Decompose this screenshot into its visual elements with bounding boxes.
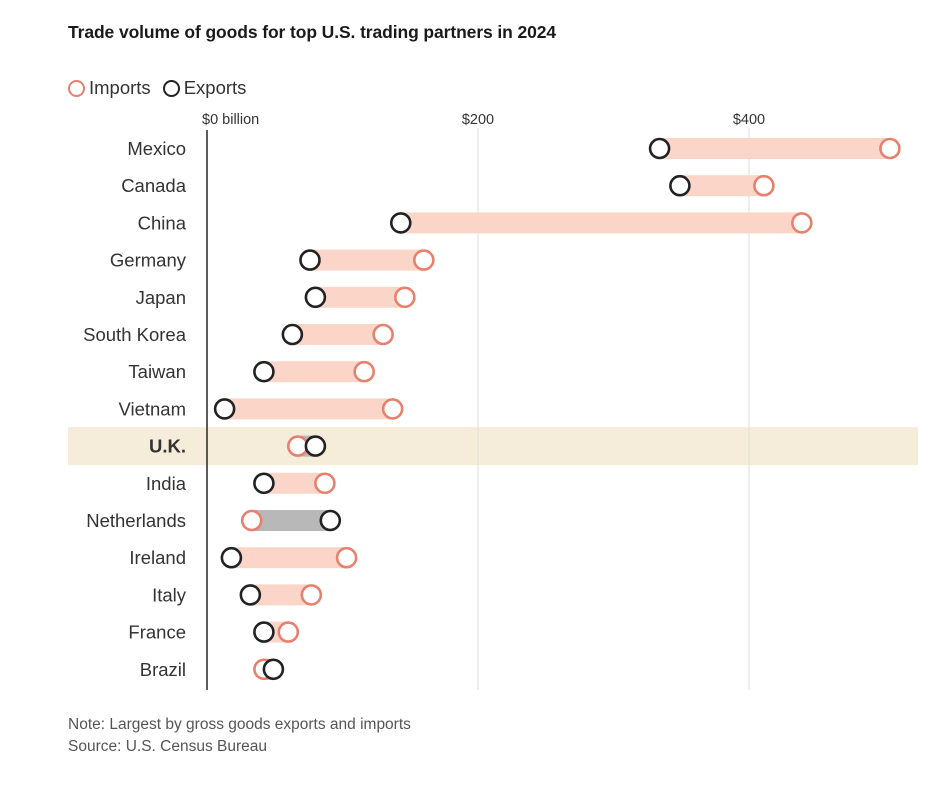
legend: Imports Exports	[68, 75, 258, 101]
imports-point	[394, 286, 416, 309]
exports-point	[389, 212, 412, 234]
category-label: France	[128, 622, 186, 643]
legend-label-exports: Exports	[183, 77, 247, 98]
range-bar	[224, 398, 393, 420]
category-label: Germany	[110, 250, 187, 271]
category-label: Ireland	[129, 547, 186, 568]
exports-point	[253, 621, 275, 643]
category-label: Brazil	[140, 659, 186, 680]
imports-point	[300, 584, 323, 606]
range-bar	[309, 249, 424, 271]
category-label: Italy	[152, 584, 187, 605]
imports-point	[412, 249, 435, 271]
exports-point	[262, 658, 285, 681]
legend-item-imports: Imports	[68, 77, 151, 99]
exports-point	[648, 137, 671, 160]
range-bar	[679, 175, 764, 197]
exports-circle-icon	[162, 79, 180, 97]
x-tick-label: $200	[462, 112, 494, 128]
exports-point	[319, 509, 342, 532]
imports-circle-icon	[68, 79, 85, 97]
range-bar	[292, 324, 384, 345]
imports-point	[381, 398, 404, 420]
range-bar	[315, 286, 405, 308]
category-label: Japan	[136, 287, 186, 308]
source-text: Source: U.S. Census Bureau	[68, 738, 268, 755]
imports-point	[753, 174, 775, 197]
category-label: U.K.	[149, 436, 186, 457]
exports-point	[253, 472, 275, 495]
category-label: Canada	[121, 175, 187, 196]
range-bar	[263, 361, 365, 383]
imports-point	[314, 472, 336, 495]
note-text: Note: Largest by gross goods exports and…	[68, 716, 411, 733]
range-bar	[263, 472, 325, 494]
imports-point	[353, 360, 375, 383]
category-label: Netherlands	[86, 510, 186, 531]
exports-point	[669, 174, 691, 197]
exports-point	[213, 398, 236, 420]
exports-point	[304, 286, 327, 309]
exports-point	[220, 546, 243, 569]
category-label: Vietnam	[118, 398, 186, 419]
footnote: Note: Largest by gross goods exports and…	[68, 714, 411, 758]
category-label: South Korea	[83, 324, 187, 345]
imports-point	[879, 137, 901, 160]
exports-point	[304, 435, 327, 457]
legend-label-imports: Imports	[89, 77, 151, 98]
x-tick-label: $0 billion	[202, 112, 259, 128]
imports-point	[286, 435, 309, 457]
range-bar	[251, 510, 331, 531]
imports-point	[335, 546, 358, 569]
imports-point	[240, 509, 263, 532]
range-bar	[250, 584, 312, 606]
legend-item-exports: Exports	[162, 77, 247, 99]
imports-point	[277, 621, 300, 643]
imports-point	[372, 323, 394, 346]
exports-point	[253, 360, 275, 383]
highlight-row-band	[68, 427, 918, 466]
imports-point	[791, 212, 813, 234]
exports-point	[299, 249, 321, 271]
range-bar	[400, 212, 802, 234]
range-bar	[231, 547, 347, 569]
category-label: Mexico	[127, 138, 186, 159]
category-label: China	[138, 212, 187, 233]
range-bar	[659, 138, 890, 159]
category-label: India	[146, 473, 187, 494]
exports-point	[281, 323, 304, 346]
category-label: Taiwan	[128, 361, 186, 382]
chart-title: Trade volume of goods for top U.S. tradi…	[68, 22, 557, 42]
exports-point	[239, 584, 262, 606]
x-tick-label: $400	[733, 112, 765, 128]
